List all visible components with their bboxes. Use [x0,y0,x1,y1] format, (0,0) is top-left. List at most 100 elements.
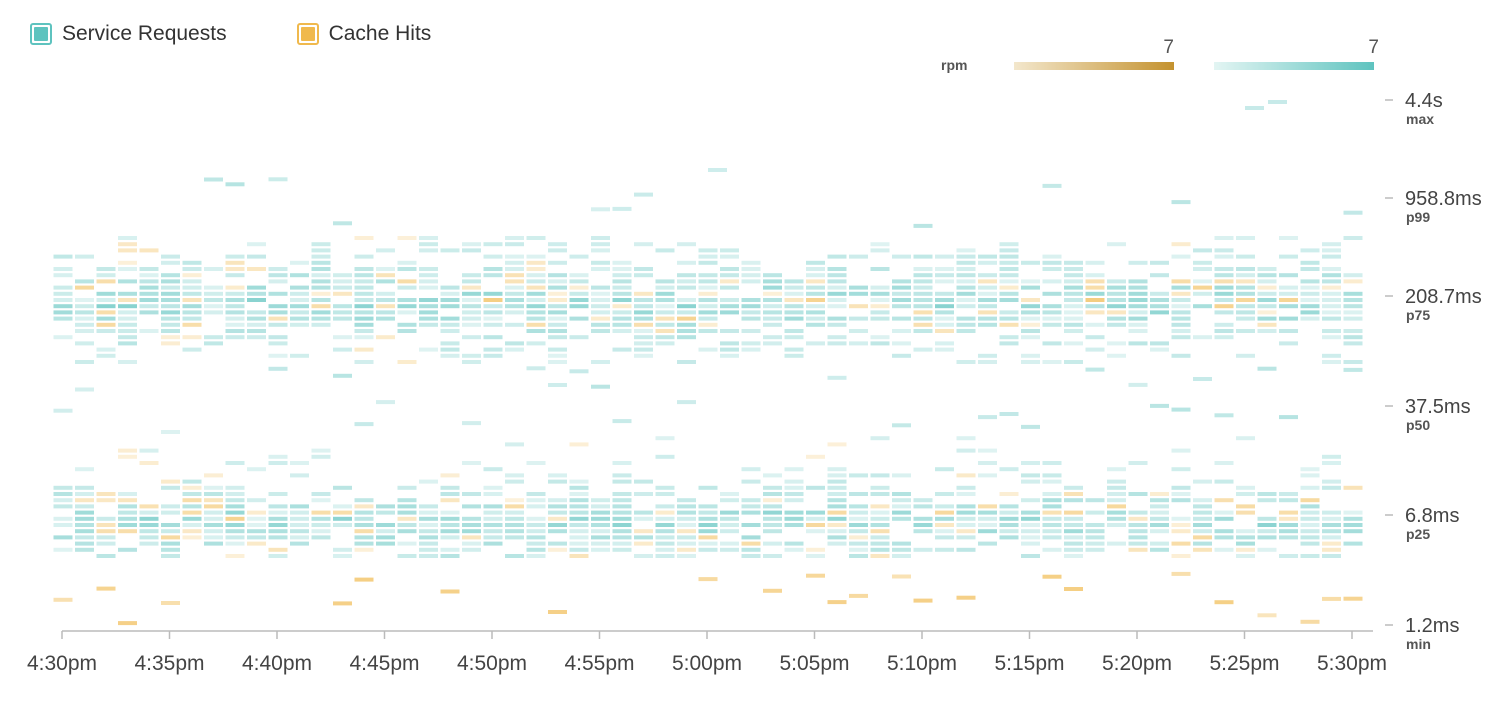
heatmap-cell [1171,407,1191,412]
heatmap-cell [806,291,825,296]
heatmap-cell [999,298,1019,302]
heatmap-cell [827,535,847,540]
heatmap-cell [1171,322,1191,327]
heatmap-cell [419,529,438,534]
heatmap-cell [161,430,180,434]
heatmap-cell [1279,291,1298,296]
heatmap-cell [1343,516,1363,521]
heatmap-cell [1107,291,1126,296]
heatmap-cell [1322,510,1341,515]
heatmap-cell [612,267,632,271]
heatmap-cell [376,304,395,309]
heatmap-cell [827,479,847,484]
heatmap-cell [462,322,481,327]
heatmap-cell [182,298,202,302]
heatmap-cell [440,547,460,552]
heatmap-cell [247,291,266,296]
heatmap-cell [247,516,266,521]
heatmap-cell [96,498,116,503]
heatmap-cell [440,291,460,296]
heatmap-cell [591,316,610,321]
heatmap-cell [956,529,976,534]
heatmap-cell [161,510,180,515]
heatmap-cell [182,260,202,265]
heatmap-cell [161,260,180,265]
heatmap-cell [225,260,245,265]
heatmap-cell [548,279,567,284]
heatmap-cell [698,273,718,278]
legend-item-service-requests[interactable]: Service Requests [30,22,227,46]
heatmap-cell [1021,479,1040,484]
heatmap-cell [1257,316,1277,321]
heatmap-cell [505,479,524,484]
heatmap-cell [182,498,202,503]
heatmap-cell [935,298,954,302]
heatmap-cell [1107,353,1126,358]
heatmap-cell [139,461,159,465]
heatmap-cell [376,248,395,253]
heatmap-cell [462,310,481,315]
heatmap-cell [913,254,933,259]
heatmap-cell [161,601,180,605]
heatmap-cell [354,523,374,527]
heatmap-cell [827,285,847,290]
heatmap-cell [1107,479,1126,484]
heatmap-cell [161,335,180,340]
heatmap-cell [784,316,804,321]
heatmap-cell [548,547,567,552]
heatmap-cell [849,254,868,259]
heatmap-cell [1214,516,1234,521]
heatmap-cell [1171,448,1191,453]
y-tick-quantile: max [1406,111,1434,127]
heatmap-cell [1042,341,1062,346]
heatmap-cell [376,298,395,302]
heatmap-cell [1171,353,1191,358]
heatmap-cell [655,322,675,327]
heatmap-cell [1257,304,1277,309]
heatmap-cell [1300,467,1320,472]
heatmap-cell [505,347,524,352]
heatmap-cell [462,353,481,358]
heatmap-cell [591,541,610,546]
heatmap-cell [1193,479,1212,484]
heatmap-cell [870,535,890,540]
heatmap-cell [999,322,1019,327]
heatmap-cell [784,541,804,546]
heatmap-cell [870,298,890,302]
heatmap-cell [569,285,589,290]
heatmap-cell [913,598,933,603]
heatmap-cell [913,347,933,352]
heatmap-cell [419,236,438,240]
heatmap-cell [1085,335,1105,340]
heatmap-cell [225,510,245,515]
heatmap-cell [827,335,847,340]
heatmap-cell [1300,267,1320,271]
heatmap-cell [741,479,761,484]
heatmap-cell [225,554,245,558]
heatmap-cell [956,279,976,284]
heatmap-cell [96,291,116,296]
heatmap-cell [741,347,761,352]
heatmap-cell [1236,547,1255,552]
heatmap-cell [870,554,890,558]
heatmap-cell [870,523,890,527]
heatmap-cell [763,554,782,558]
heatmap-cell [483,273,503,278]
heatmap-cell [483,529,503,534]
heatmap-cell [75,298,94,302]
heatmap-cell [440,285,460,290]
heatmap-cell [698,322,718,327]
heatmap-cell [935,535,954,540]
heatmap-cell [376,267,395,271]
heatmap-cell [53,597,73,602]
heatmap-cell [806,304,825,309]
heatmap-cell [505,310,524,315]
heatmap-cell [139,310,159,315]
heatmap-cell [1085,285,1105,290]
heatmap-cell [53,310,73,315]
heatmap-cell [526,267,546,271]
legend-item-cache-hits[interactable]: Cache Hits [296,22,431,46]
heatmap-cell [1322,304,1341,309]
heatmap-cell [1257,291,1277,296]
heatmap-cell [96,523,116,527]
